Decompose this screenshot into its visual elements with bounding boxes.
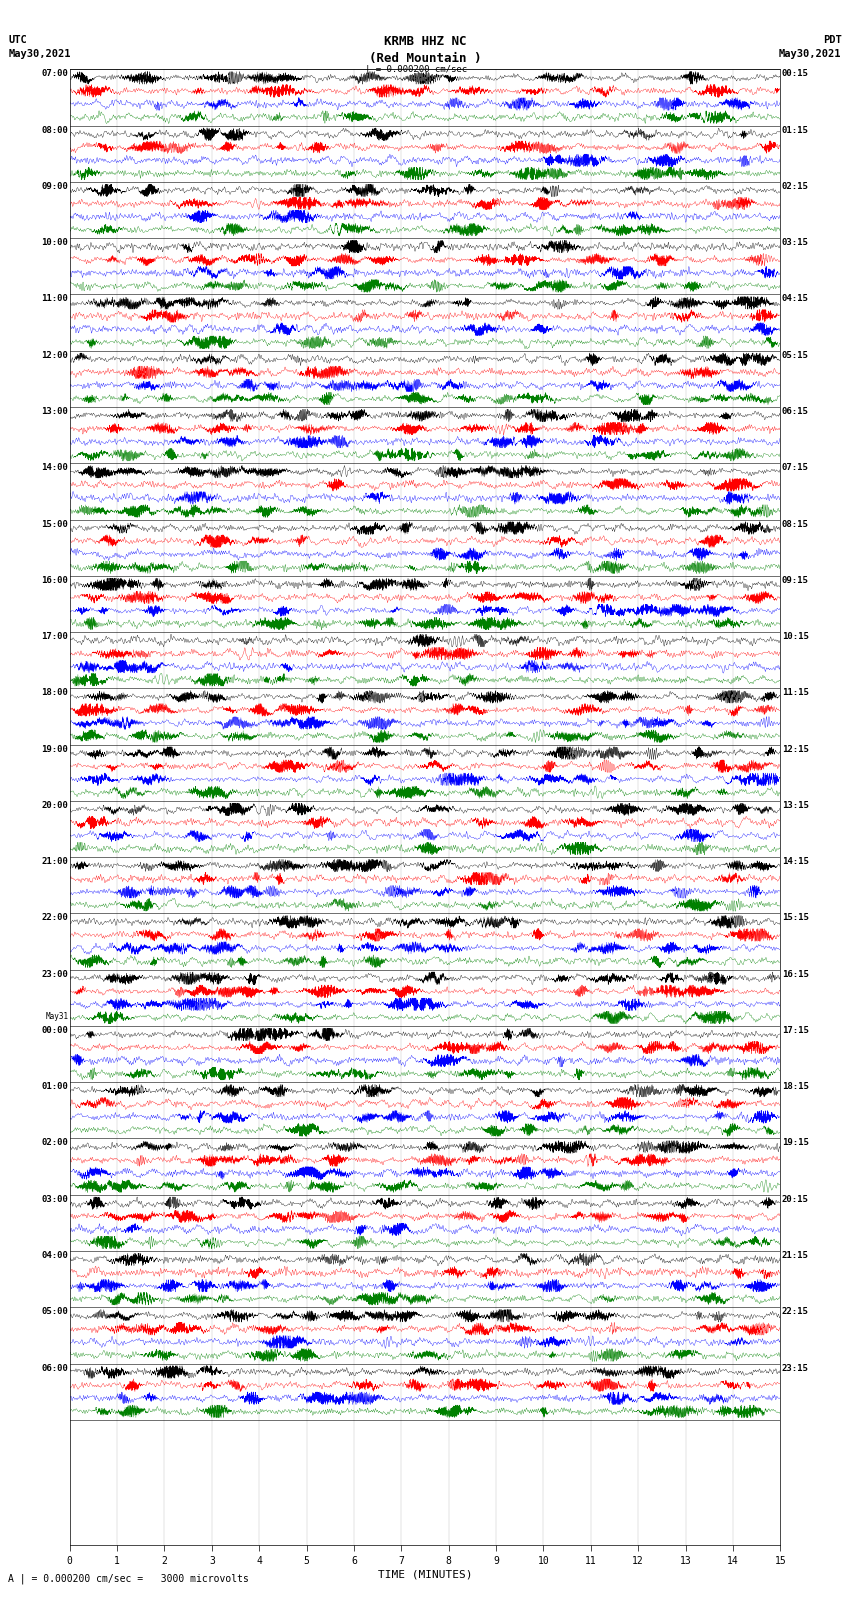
Text: 04:00: 04:00	[42, 1252, 68, 1260]
Text: 22:15: 22:15	[782, 1307, 808, 1316]
Text: 00:15: 00:15	[782, 69, 808, 79]
Text: 15:15: 15:15	[782, 913, 808, 923]
Text: 05:15: 05:15	[782, 350, 808, 360]
Text: A | = 0.000200 cm/sec =   3000 microvolts: A | = 0.000200 cm/sec = 3000 microvolts	[8, 1573, 249, 1584]
Text: 14:00: 14:00	[42, 463, 68, 473]
Text: 18:15: 18:15	[782, 1082, 808, 1090]
Text: 01:15: 01:15	[782, 126, 808, 134]
Text: 16:00: 16:00	[42, 576, 68, 586]
Text: 19:15: 19:15	[782, 1139, 808, 1147]
Text: 23:15: 23:15	[782, 1363, 808, 1373]
Text: 16:15: 16:15	[782, 969, 808, 979]
Text: UTC
May30,2021: UTC May30,2021	[8, 35, 71, 58]
Text: 23:00: 23:00	[42, 969, 68, 979]
Text: 10:15: 10:15	[782, 632, 808, 640]
Text: KRMB HHZ NC
(Red Mountain ): KRMB HHZ NC (Red Mountain )	[369, 35, 481, 66]
Text: PDT
May30,2021: PDT May30,2021	[779, 35, 842, 58]
Text: 02:00: 02:00	[42, 1139, 68, 1147]
Text: 13:00: 13:00	[42, 406, 68, 416]
Text: 11:00: 11:00	[42, 295, 68, 303]
Text: 08:00: 08:00	[42, 126, 68, 134]
Text: 06:00: 06:00	[42, 1363, 68, 1373]
Text: 04:15: 04:15	[782, 295, 808, 303]
X-axis label: TIME (MINUTES): TIME (MINUTES)	[377, 1569, 473, 1579]
Text: 14:15: 14:15	[782, 857, 808, 866]
Text: 15:00: 15:00	[42, 519, 68, 529]
Text: | = 0.000200 cm/sec: | = 0.000200 cm/sec	[366, 65, 468, 74]
Text: 21:00: 21:00	[42, 857, 68, 866]
Text: 02:15: 02:15	[782, 182, 808, 190]
Text: 17:15: 17:15	[782, 1026, 808, 1036]
Text: 21:15: 21:15	[782, 1252, 808, 1260]
Text: 03:00: 03:00	[42, 1195, 68, 1203]
Text: 20:00: 20:00	[42, 800, 68, 810]
Text: 12:00: 12:00	[42, 350, 68, 360]
Text: 11:15: 11:15	[782, 689, 808, 697]
Text: 07:15: 07:15	[782, 463, 808, 473]
Text: 09:00: 09:00	[42, 182, 68, 190]
Text: 00:00: 00:00	[42, 1026, 68, 1036]
Text: 22:00: 22:00	[42, 913, 68, 923]
Text: 20:15: 20:15	[782, 1195, 808, 1203]
Text: 18:00: 18:00	[42, 689, 68, 697]
Text: 17:00: 17:00	[42, 632, 68, 640]
Text: 10:00: 10:00	[42, 239, 68, 247]
Text: 06:15: 06:15	[782, 406, 808, 416]
Text: May31: May31	[45, 1013, 68, 1021]
Text: 07:00: 07:00	[42, 69, 68, 79]
Text: 03:15: 03:15	[782, 239, 808, 247]
Text: 08:15: 08:15	[782, 519, 808, 529]
Text: 12:15: 12:15	[782, 745, 808, 753]
Text: 09:15: 09:15	[782, 576, 808, 586]
Text: 19:00: 19:00	[42, 745, 68, 753]
Text: 01:00: 01:00	[42, 1082, 68, 1090]
Text: 13:15: 13:15	[782, 800, 808, 810]
Text: 05:00: 05:00	[42, 1307, 68, 1316]
